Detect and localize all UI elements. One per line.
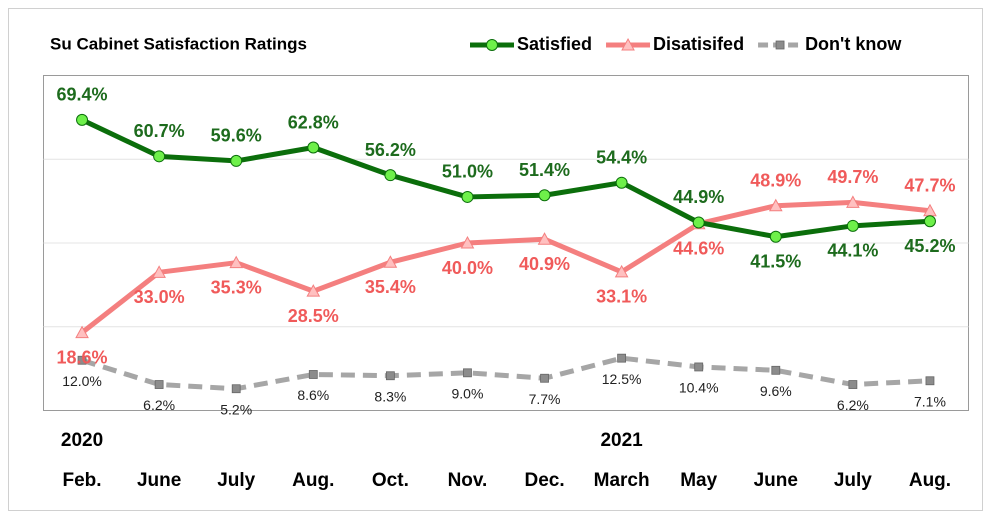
data-label: 44.1% [827,241,878,261]
data-label: 51.4% [519,160,570,180]
data-label: 62.8% [288,112,339,132]
point [460,235,475,249]
data-label: 33.1% [596,287,647,307]
data-label: 45.2% [904,236,955,256]
data-label: 54.4% [596,147,647,167]
point [463,368,472,378]
point [537,232,552,245]
data-label: 8.3% [374,388,406,404]
data-label: 60.7% [134,121,185,141]
x-tick-label: June [137,470,181,491]
legend-label: Satisfied [517,34,592,54]
x-tick-label: June [754,470,798,491]
data-label: 35.4% [365,277,416,297]
point [692,216,705,229]
data-label: 10.4% [679,380,719,396]
data-label: 47.7% [904,176,955,196]
legend-label: Disatisifed [653,34,744,54]
point [694,362,704,372]
point [925,376,935,386]
data-label: 33.0% [134,287,185,307]
point [486,39,498,51]
data-label: 7.7% [529,391,561,407]
x-tick-label: July [217,470,255,491]
data-label: 8.6% [297,387,329,403]
point [923,215,936,228]
year-label: 2021 [600,430,643,451]
point [621,37,635,51]
data-label: 9.6% [760,383,792,399]
data-label: 51.0% [442,162,493,182]
data-label: 40.9% [519,254,570,274]
data-label: 7.1% [914,393,946,409]
data-label: 5.2% [220,401,252,417]
data-label: 35.3% [211,277,262,297]
data-label: 12.0% [62,373,102,389]
data-label: 6.2% [143,397,175,413]
legend-label: Don't know [805,34,902,54]
x-tick-label: Feb. [63,470,102,491]
point [461,190,474,203]
point [615,176,628,189]
point [385,371,395,381]
point [75,325,89,339]
point [614,264,629,278]
point [383,255,398,268]
data-label: 59.6% [211,126,262,146]
data-label: 18.6% [57,347,108,367]
point [846,195,860,208]
point [848,380,858,389]
data-label: 69.4% [57,85,108,105]
series-line [81,355,931,392]
data-label: 49.7% [827,167,878,187]
point [230,154,243,167]
data-label: 9.0% [451,386,483,402]
series-line [80,117,931,240]
series-line [80,199,931,335]
point [540,373,549,383]
data-label: 44.9% [673,187,724,207]
x-tick-label: Nov. [448,470,488,491]
point [152,265,166,278]
point [775,40,785,50]
data-label: 40.0% [442,258,493,278]
point [771,365,781,375]
point [384,169,397,182]
data-label: 41.5% [750,251,801,271]
x-tick-label: May [680,470,717,491]
point [769,230,782,243]
point [231,384,241,394]
data-label: 48.9% [750,170,801,190]
point [617,353,627,363]
data-label: 56.2% [365,140,416,160]
x-tick-label: Aug. [909,470,951,491]
data-label: 12.5% [602,371,642,387]
point [229,255,244,269]
point [77,355,87,365]
year-label: 2020 [61,430,103,451]
chart-title: Su Cabinet Satisfaction Ratings [50,34,307,53]
x-tick-label: Aug. [292,470,334,491]
data-label: 44.6% [673,238,724,258]
point [846,219,859,232]
point [768,198,783,212]
data-label: 6.2% [837,397,869,413]
point [76,113,89,126]
point [308,370,318,379]
x-tick-label: Dec. [524,470,564,491]
data-label: 28.5% [288,306,339,326]
x-tick-label: July [834,470,872,491]
point [307,141,320,154]
point [538,189,551,202]
point [153,150,166,163]
x-tick-label: March [594,470,650,491]
point [154,380,164,389]
x-tick-label: Oct. [372,470,409,491]
point [306,284,321,297]
